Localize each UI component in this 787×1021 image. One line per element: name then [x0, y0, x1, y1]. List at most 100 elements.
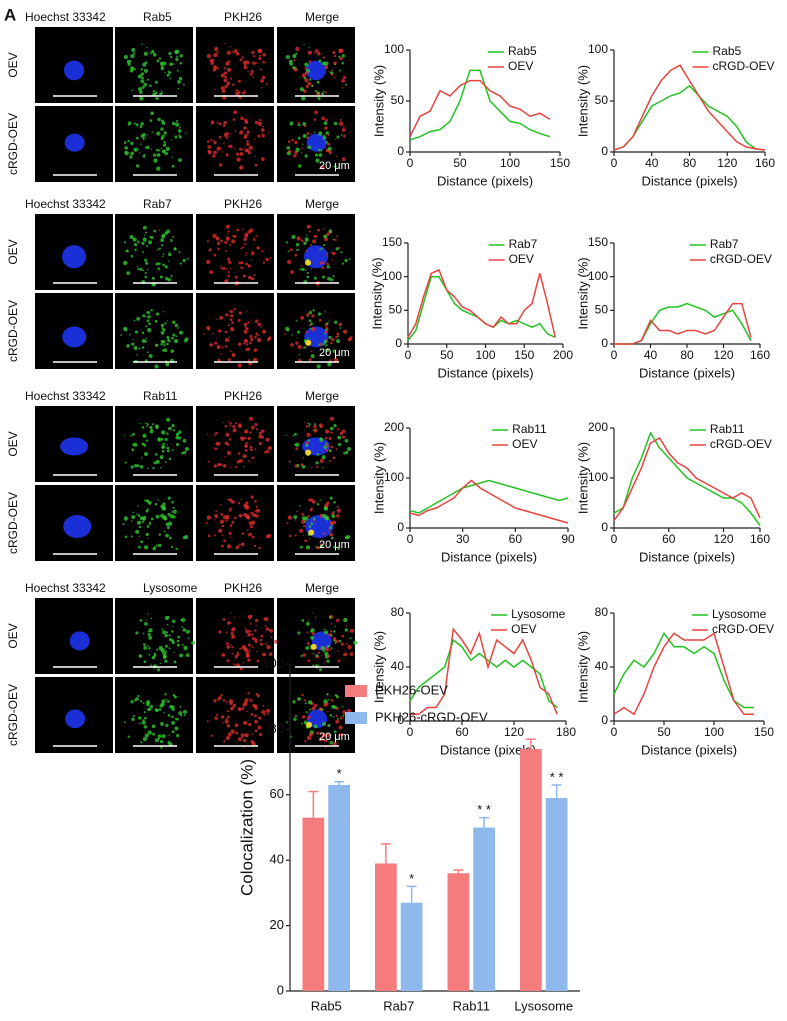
red-signal: [258, 334, 261, 337]
green-signal: [332, 238, 335, 241]
red-signal: [213, 53, 218, 58]
red-signal: [236, 228, 240, 232]
red-signal: [311, 706, 316, 711]
red-signal: [294, 534, 297, 537]
green-signal: [179, 61, 182, 65]
green-signal: [307, 316, 309, 318]
green-signal: [324, 332, 327, 335]
red-signal: [250, 495, 254, 499]
green-signal: [168, 734, 170, 736]
green-signal: [157, 543, 162, 548]
green-signal: [332, 349, 337, 353]
green-signal: [172, 236, 175, 238]
red-signal: [311, 327, 316, 332]
green-signal: [151, 276, 155, 280]
red-signal: [254, 510, 256, 512]
green-signal: [334, 63, 337, 66]
red-signal: [245, 148, 249, 152]
red-signal: [300, 463, 304, 467]
nucleus: [64, 133, 85, 152]
red-signal: [242, 739, 247, 743]
green-signal: [174, 122, 180, 127]
red-signal: [256, 246, 260, 250]
green-signal: [170, 239, 173, 243]
red-signal: [219, 315, 224, 320]
red-signal: [226, 544, 232, 549]
micrograph: [35, 293, 113, 369]
line-series: [613, 64, 766, 151]
red-signal: [241, 56, 244, 59]
green-signal: [138, 347, 141, 350]
red-signal: [225, 701, 228, 704]
red-signal: [339, 732, 344, 737]
red-signal: [314, 147, 317, 149]
green-signal: [182, 438, 187, 443]
y-tick-label: 80: [270, 721, 284, 736]
green-signal: [172, 642, 175, 645]
red-signal: [241, 148, 244, 151]
red-signal: [306, 735, 312, 741]
red-signal: [219, 512, 221, 514]
green-signal: [305, 545, 311, 550]
red-signal: [313, 424, 317, 429]
column-header: Merge: [305, 581, 339, 595]
green-signal: [147, 630, 151, 633]
red-signal: [233, 516, 237, 520]
green-signal: [175, 733, 180, 738]
red-signal: [244, 120, 249, 124]
green-signal: [160, 746, 163, 749]
red-signal: [214, 447, 218, 451]
red-signal: [229, 524, 233, 527]
red-signal: [244, 444, 248, 448]
red-signal: [302, 653, 307, 657]
y-tick-label: 0: [601, 336, 608, 350]
green-signal: [325, 348, 330, 353]
line-series: [409, 69, 551, 141]
green-signal: [141, 85, 145, 90]
x-tick-label: Rab7: [383, 998, 414, 1013]
red-signal: [324, 503, 329, 508]
red-signal: [225, 224, 230, 229]
red-signal: [288, 149, 292, 153]
red-signal: [311, 632, 315, 636]
micrograph-background: [196, 106, 274, 182]
green-signal: [182, 83, 185, 86]
red-signal: [319, 424, 323, 429]
green-signal: [297, 123, 301, 127]
green-signal: [316, 364, 321, 369]
legend-label: Rab11: [710, 422, 745, 436]
green-signal: [319, 499, 322, 501]
red-signal: [324, 91, 327, 94]
line-series: [407, 268, 557, 338]
green-signal: [161, 449, 165, 453]
green-signal: [308, 423, 311, 426]
green-signal: [307, 700, 313, 705]
green-signal: [129, 333, 131, 336]
red-signal: [220, 86, 226, 91]
red-signal: [258, 441, 263, 446]
bar: [520, 749, 542, 991]
red-signal: [306, 224, 311, 229]
colocalized-signal: [306, 721, 313, 728]
red-signal: [237, 90, 241, 94]
green-signal: [169, 77, 172, 80]
red-signal: [245, 262, 248, 266]
red-signal: [256, 694, 260, 698]
y-tick-label: 200: [384, 420, 404, 434]
green-signal: [144, 716, 147, 720]
red-signal: [314, 110, 318, 115]
red-signal: [216, 146, 221, 151]
green-signal: [157, 117, 161, 122]
red-signal: [237, 318, 241, 322]
red-signal: [226, 645, 231, 649]
green-signal: [335, 247, 339, 251]
green-signal: [137, 240, 140, 244]
red-signal: [249, 341, 252, 345]
red-signal: [338, 322, 343, 327]
green-signal: [292, 434, 295, 437]
green-signal: [161, 699, 166, 704]
red-signal: [243, 147, 246, 149]
red-signal: [310, 466, 313, 469]
green-signal: [139, 464, 144, 469]
red-signal: [230, 629, 234, 632]
